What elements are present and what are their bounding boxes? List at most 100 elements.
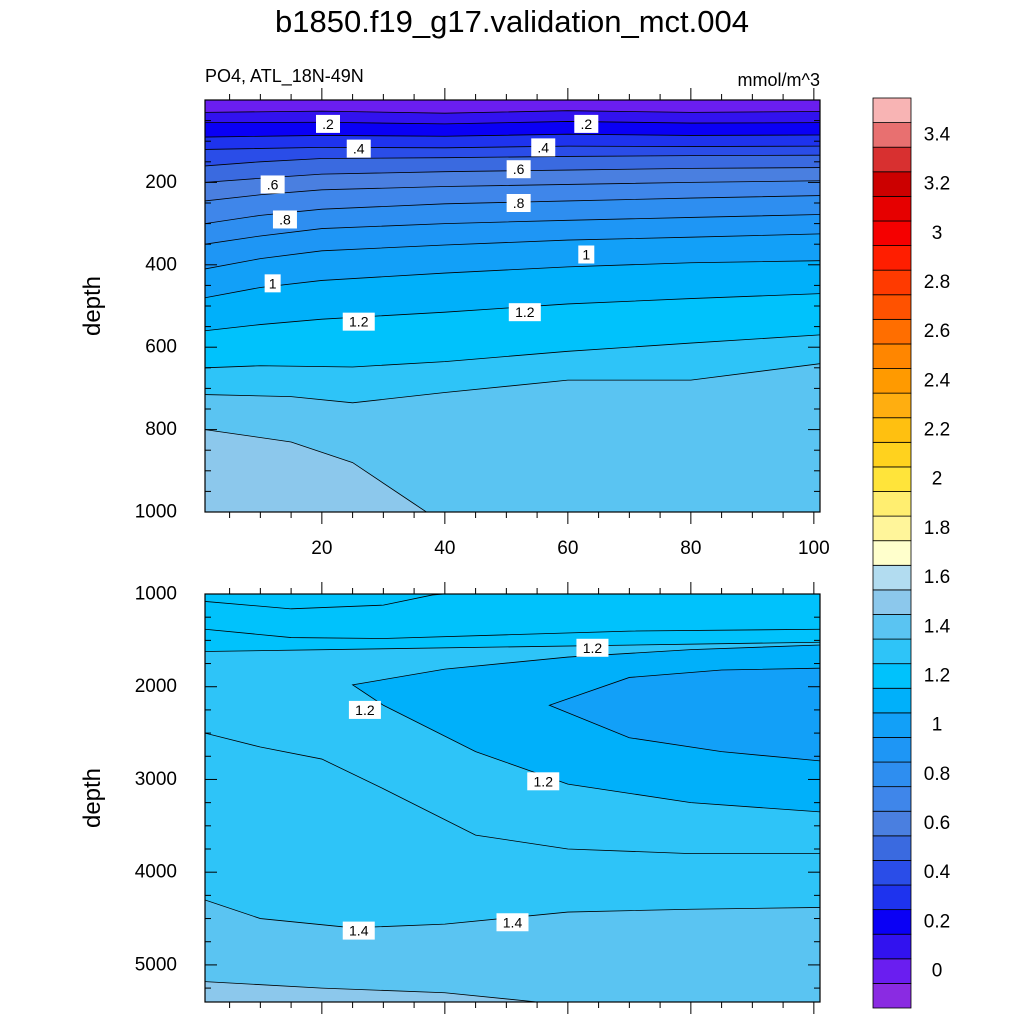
contour-line-lower-2: [205, 641, 820, 652]
contour-line-upper-11: [205, 293, 820, 332]
colorbar-label-17: 3.4: [924, 124, 951, 145]
contour-label-bg: [506, 194, 531, 212]
colorbar-swatch: [872, 860, 912, 886]
contour-fill-lower-6: [205, 900, 820, 1002]
contour-label-bg: [527, 772, 560, 791]
contour-label-bg: [574, 114, 599, 133]
colorbar-swatch: [872, 417, 912, 443]
colorbar-swatch: [872, 786, 912, 812]
contour-label-bg: [506, 160, 531, 179]
ytick-label-upper-4: 1000: [135, 502, 177, 523]
colorbar-swatch: [872, 392, 912, 419]
colorbar-label-15: 3: [932, 223, 943, 244]
contour-label-bg: [272, 210, 297, 229]
colorbar-swatch: [872, 958, 912, 984]
xtick-label-1: 40: [434, 538, 455, 559]
colorbar-swatch: [872, 687, 912, 714]
contour-line-lower-4: [548, 667, 820, 762]
colorbar-label-2: 0.4: [924, 862, 951, 883]
colorbar-label-11: 2.2: [924, 420, 950, 441]
colorbar-label-6: 1.2: [924, 665, 950, 686]
colorbar-swatch: [872, 368, 912, 394]
xtick-label-3: 80: [680, 538, 701, 559]
xtick-label-2: 60: [557, 538, 578, 559]
contour-line-upper-2: [205, 133, 820, 138]
contour-label-upper-0: .2: [322, 116, 334, 132]
ylabel-lower: depth: [79, 768, 106, 828]
contour-line-upper-4: [205, 154, 820, 167]
contour-label-upper-4: .6: [267, 176, 279, 192]
colorbar-label-16: 3.2: [924, 174, 950, 195]
colorbar-label-3: 0.6: [924, 813, 950, 834]
colorbar-swatch: [872, 220, 912, 246]
colorbar-swatch: [872, 737, 912, 763]
xtick-label-0: 20: [311, 538, 332, 559]
plot-frame: [204, 593, 821, 1003]
contour-label-lower-3: 1.4: [349, 923, 369, 939]
colorbar-swatch: [872, 983, 912, 1009]
colorbar-swatch: [872, 122, 912, 148]
contour-fill-lower-4: [549, 668, 820, 761]
colorbar-swatch: [872, 195, 912, 222]
colorbar-swatch: [872, 589, 912, 615]
contour-line-upper-12: [205, 334, 820, 369]
contour-line-upper-1: [205, 121, 820, 125]
units-label: mmol/m^3: [738, 70, 820, 90]
colorbar-swatch: [872, 146, 912, 173]
contour-label-bg: [342, 312, 375, 331]
colorbar-swatch: [872, 614, 912, 640]
colorbar-swatch: [872, 909, 912, 935]
colorbar-swatch: [872, 343, 912, 369]
colorbar-swatch: [872, 835, 912, 861]
colorbar: 0 0.2 0.4 0.6 0.8 1 1.2 1.4 1.6 1.8 2 2.2 2.4 2.6 2.8 3…: [872, 97, 951, 1009]
contour-label-bg: [508, 303, 541, 322]
ytick-label-upper-0: 200: [145, 172, 177, 193]
colorbar-swatch: [872, 712, 912, 738]
contour-label-upper-9: 1: [269, 275, 277, 291]
contour-label-lower-1: 1.2: [355, 702, 375, 718]
contour-line-upper-13: [205, 363, 820, 404]
page-title: b1850.f19_g17.validation_mct.004: [275, 4, 749, 39]
contour-line-lower-6: [205, 899, 820, 929]
contour-line-upper-0: [205, 110, 820, 114]
colorbar-label-12: 2.4: [924, 370, 951, 391]
colorbar-swatch: [872, 318, 912, 345]
contour-label-upper-6: .8: [279, 211, 291, 227]
variable-label: PO4, ATL_18N-49N: [205, 66, 364, 87]
colorbar-label-9: 1.8: [924, 518, 950, 539]
contour-line-upper-3: [205, 145, 820, 150]
contour-label-bg: [531, 138, 556, 157]
contour-line-upper-9: [205, 233, 820, 270]
contour-label-upper-3: .4: [537, 139, 549, 155]
colorbar-swatch: [872, 441, 912, 468]
colorbar-swatch: [872, 761, 912, 788]
colorbar-swatch: [872, 294, 912, 320]
colorbar-swatch: [872, 933, 912, 960]
ytick-label-lower-1: 2000: [135, 676, 177, 697]
xtick-label-4: 100: [798, 538, 830, 559]
contour-label-bg: [346, 139, 371, 158]
contour-label-bg: [316, 114, 340, 133]
ytick-label-upper-2: 600: [145, 337, 177, 358]
colorbar-swatch: [872, 663, 912, 689]
colorbar-swatch: [872, 515, 912, 542]
ytick-label-upper-1: 400: [145, 254, 177, 275]
ytick-label-upper-3: 800: [145, 419, 177, 440]
contour-label-bg: [260, 175, 285, 194]
upper-panel: .2 .2 .4 .4 .6 .6 .8 .8 1 1 1.2 1.2 200 400 600 800 1000…: [79, 88, 830, 559]
ytick-label-lower-3: 4000: [135, 862, 177, 883]
contour-line-upper-7: [205, 195, 820, 224]
contour-label-lower-2: 1.2: [534, 773, 554, 789]
contour-label-bg: [348, 700, 381, 719]
colorbar-swatch: [872, 638, 912, 665]
contour-line-upper-14: [205, 429, 427, 512]
colorbar-swatch: [872, 491, 912, 517]
contour-line-upper-6: [205, 180, 820, 202]
colorbar-label-4: 0.8: [924, 764, 950, 785]
lower-panel: 1.2 1.2 1.2 1.4 1.4 1000 2000 3000 4000 5000 depth: [79, 582, 821, 1014]
contour-label-bg: [576, 638, 609, 657]
contour-line-lower-1: [205, 628, 820, 639]
contour-line-upper-5: [205, 167, 820, 183]
colorbar-swatch: [872, 269, 912, 296]
